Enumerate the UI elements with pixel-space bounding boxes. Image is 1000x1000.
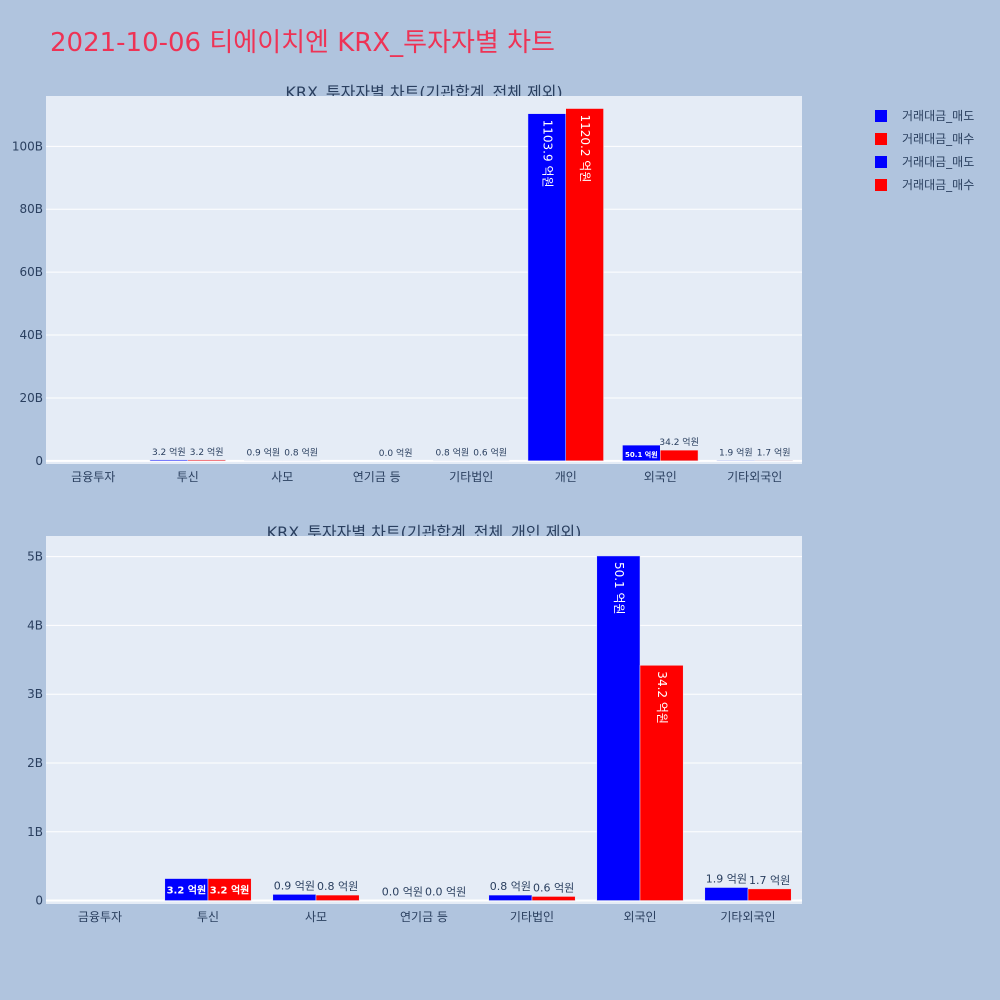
- data-label: 1.9 억원: [719, 446, 753, 458]
- y-tick-label: 4B: [27, 618, 43, 632]
- data-label: 0.9 억원: [274, 879, 315, 892]
- x-tick-label: 기타법인: [449, 470, 493, 484]
- bar[interactable]: [315, 894, 360, 901]
- data-label: 0.0 억원: [379, 447, 413, 459]
- bar[interactable]: [639, 665, 684, 901]
- data-label: 3.2 억원: [210, 884, 250, 897]
- page-title: 2021-10-06 티에이치엔 KRX_투자자별 차트: [50, 28, 555, 58]
- legend-label: 거래대금_매도: [902, 155, 975, 169]
- legend-swatch: [875, 155, 887, 168]
- x-tick-label: 기타법인: [510, 910, 554, 924]
- legend-item[interactable]: 거래대금_매수: [875, 173, 974, 196]
- data-label: 3.2 억원: [190, 446, 224, 458]
- y-tick-label: 5B: [27, 550, 43, 564]
- bar[interactable]: [565, 108, 604, 462]
- x-tick-label: 금융투자: [78, 910, 122, 924]
- y-tick-label: 2B: [27, 756, 43, 770]
- legend-item[interactable]: 거래대금_매도: [875, 150, 974, 173]
- legend-swatch: [875, 132, 887, 145]
- data-label: 1103.9 억원: [540, 120, 554, 188]
- x-tick-label: 기타외국인: [720, 910, 775, 924]
- data-label: 0.0 억원: [382, 886, 423, 899]
- data-label: 0.8 억원: [317, 880, 358, 893]
- bar[interactable]: [531, 896, 576, 901]
- legend: 거래대금_매도 거래대금_매수 거래대금_매도 거래대금_매수: [875, 104, 974, 196]
- data-label: 0.8 억원: [284, 447, 318, 459]
- data-label: 1.9 억원: [706, 872, 747, 885]
- data-label: 34.2 억원: [659, 436, 698, 448]
- legend-item[interactable]: 거래대금_매도: [875, 104, 974, 127]
- data-label: 0.0 억원: [425, 886, 466, 899]
- data-label: 3.2 억원: [167, 884, 207, 897]
- legend-swatch: [875, 109, 887, 122]
- plot-background: [46, 96, 802, 464]
- bar[interactable]: [187, 459, 226, 462]
- x-tick-label: 사모: [305, 910, 327, 924]
- data-label: 34.2 억원: [655, 671, 669, 724]
- x-tick-label: 외국인: [644, 470, 677, 484]
- x-tick-label: 금융투자: [71, 470, 115, 484]
- y-tick-label: 80B: [19, 202, 43, 216]
- x-tick-label: 기타외국인: [727, 470, 782, 484]
- x-tick-label: 외국인: [623, 910, 656, 924]
- plot-background: [46, 536, 802, 904]
- y-tick-label: 60B: [19, 265, 43, 279]
- chart1-plot: 0 20B 40B 60B 80B 100B 금융투자 투신 사모 연기금 등 기타법인 개인 외국인 기…: [12, 96, 802, 484]
- bar[interactable]: [754, 460, 793, 462]
- bar[interactable]: [272, 894, 317, 901]
- y-tick-label: 3B: [27, 687, 43, 701]
- data-label: 1.7 억원: [749, 874, 790, 887]
- data-label: 3.2 억원: [152, 446, 186, 458]
- legend-label: 거래대금_매수: [902, 178, 975, 192]
- data-label: 0.8 억원: [435, 447, 469, 459]
- x-tick-label: 투신: [197, 910, 219, 924]
- legend-item[interactable]: 거래대금_매수: [875, 127, 974, 150]
- bar[interactable]: [596, 555, 641, 901]
- data-label: 0.9 억원: [246, 447, 280, 459]
- x-tick-label: 투신: [177, 470, 199, 484]
- x-tick-label: 연기금 등: [400, 910, 448, 924]
- y-tick-label: 0: [35, 894, 43, 908]
- legend-label: 거래대금_매도: [902, 109, 975, 123]
- x-tick-label: 연기금 등: [353, 470, 401, 484]
- data-label: 1.7 억원: [757, 446, 791, 458]
- y-tick-label: 100B: [12, 139, 43, 153]
- legend-swatch: [875, 178, 887, 191]
- data-label: 0.8 억원: [490, 880, 531, 893]
- data-label: 0.6 억원: [533, 881, 574, 894]
- data-label: 0.6 억원: [473, 447, 507, 459]
- bar[interactable]: [704, 887, 749, 901]
- y-tick-label: 40B: [19, 328, 43, 342]
- x-tick-label: 사모: [271, 470, 293, 484]
- bar[interactable]: [527, 113, 567, 462]
- y-tick-label: 20B: [19, 391, 43, 405]
- data-label: 50.1 억원: [612, 562, 626, 615]
- legend-label: 거래대금_매수: [902, 132, 975, 146]
- x-tick-label: 개인: [555, 470, 577, 484]
- bar[interactable]: [488, 894, 533, 901]
- bar[interactable]: [207, 878, 252, 901]
- y-tick-label: 0: [35, 454, 43, 468]
- bar[interactable]: [660, 449, 699, 462]
- data-label: 50.1 억원: [625, 450, 658, 459]
- y-tick-label: 1B: [27, 825, 43, 839]
- data-label: 1120.2 억원: [578, 115, 592, 183]
- bar[interactable]: [747, 888, 792, 901]
